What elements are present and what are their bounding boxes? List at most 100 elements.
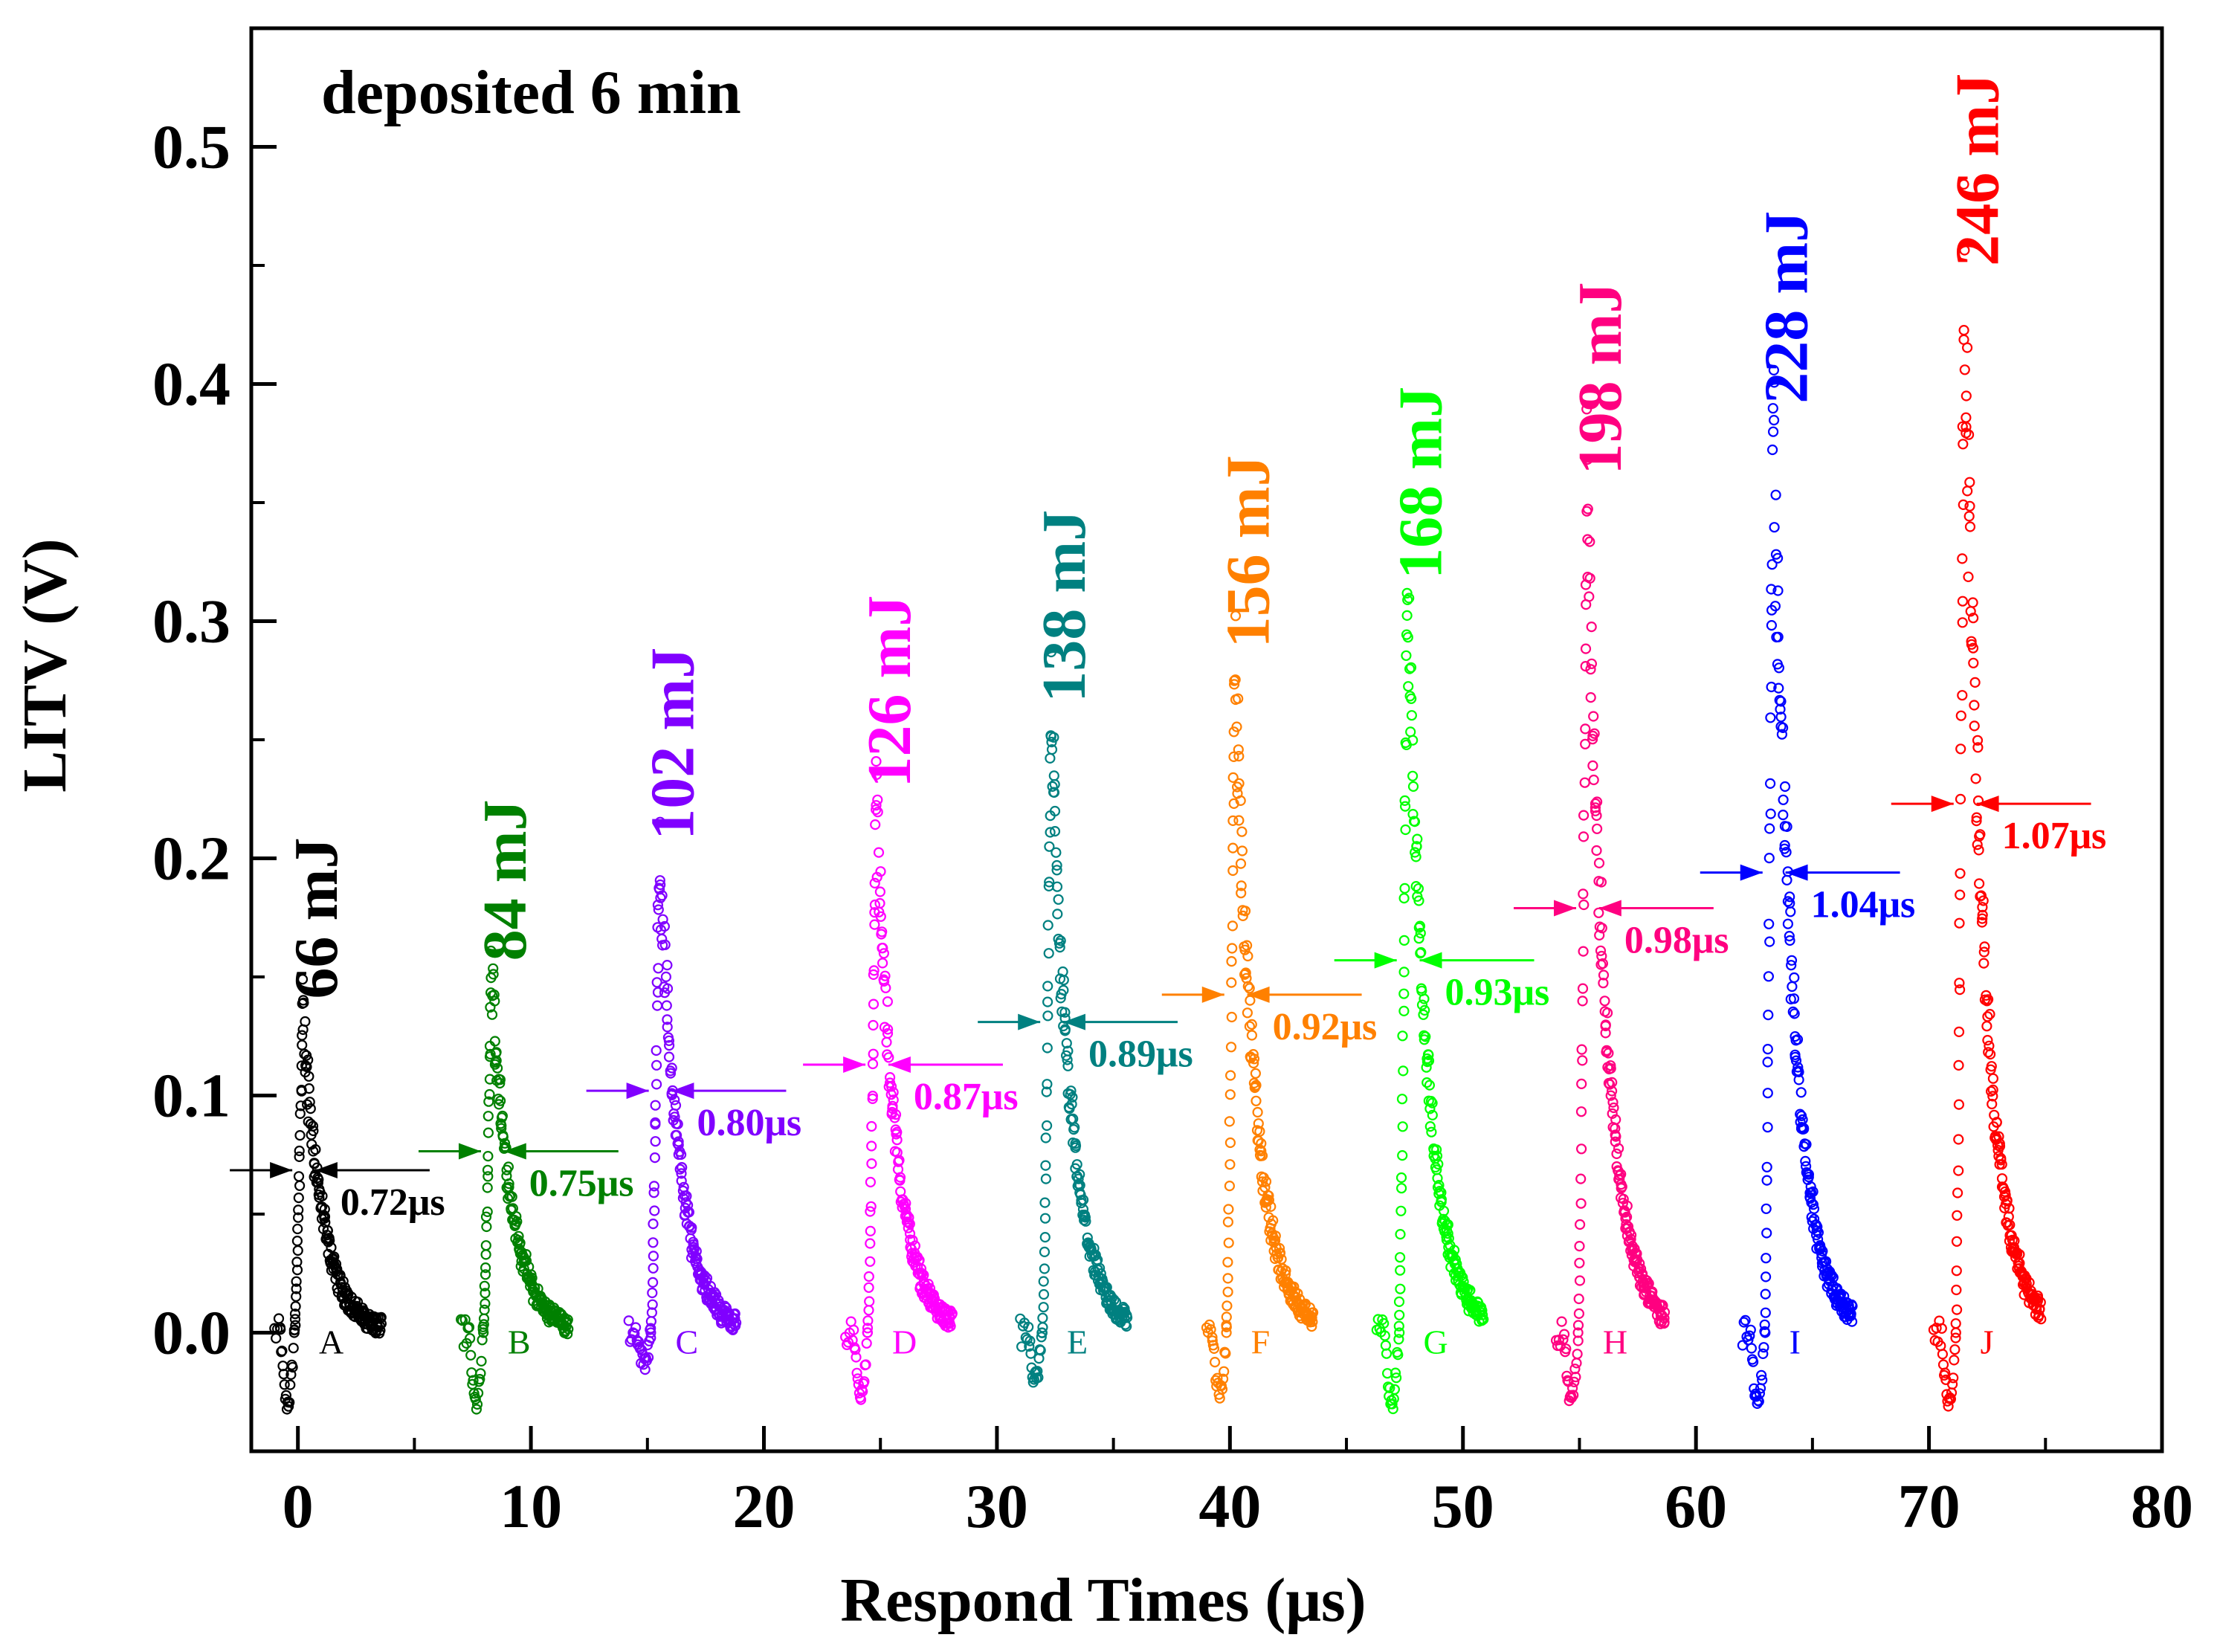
data-point xyxy=(1964,500,1975,512)
data-point xyxy=(1251,1080,1262,1091)
data-point xyxy=(2009,1235,2020,1247)
data-point xyxy=(322,1225,333,1236)
data-point xyxy=(1807,1186,1819,1198)
data-point xyxy=(1761,1253,1772,1264)
data-point xyxy=(1233,693,1244,704)
data-point xyxy=(865,1176,877,1188)
data-point xyxy=(1584,572,1595,584)
data-point xyxy=(1024,1335,1036,1346)
data-point xyxy=(1038,1302,1049,1313)
data-point xyxy=(880,970,891,981)
data-point xyxy=(1782,918,1793,929)
data-point xyxy=(871,755,882,767)
data-point xyxy=(1958,325,1969,336)
data-point xyxy=(1977,913,1988,924)
y-tick-label: 0.4 xyxy=(152,350,230,419)
data-point xyxy=(1051,881,1063,892)
data-point xyxy=(1775,712,1787,723)
data-point xyxy=(915,1263,927,1274)
data-point xyxy=(1634,1258,1645,1269)
data-point xyxy=(307,1120,319,1132)
data-point xyxy=(1763,971,1774,982)
data-point xyxy=(1958,499,1969,511)
data-point xyxy=(480,1240,491,1251)
series-c xyxy=(623,816,742,1375)
data-point xyxy=(1953,1059,1964,1071)
data-point xyxy=(1574,1240,1585,1252)
data-point xyxy=(290,1300,301,1312)
data-point xyxy=(326,1242,337,1253)
data-point xyxy=(1235,858,1247,869)
data-point xyxy=(1395,1228,1406,1240)
data-point xyxy=(1067,1091,1078,1103)
data-point xyxy=(1394,1252,1406,1263)
data-point xyxy=(496,1120,507,1132)
data-point xyxy=(1616,1181,1627,1193)
data-point xyxy=(1045,646,1057,658)
data-point xyxy=(294,1129,306,1141)
data-point xyxy=(1963,511,1975,522)
data-point xyxy=(471,1404,483,1415)
data-point xyxy=(1580,723,1591,735)
data-point xyxy=(1049,805,1061,817)
data-point xyxy=(1984,1040,1995,1051)
data-point xyxy=(1269,1235,1281,1246)
data-point xyxy=(1765,778,1776,790)
data-point xyxy=(1571,1358,1582,1369)
data-point xyxy=(1616,1169,1627,1180)
fwhm-arrowhead-right xyxy=(1062,1013,1085,1030)
data-point xyxy=(1577,1055,1588,1066)
data-point xyxy=(669,1094,680,1106)
data-point xyxy=(1955,710,1966,721)
data-point xyxy=(1588,774,1599,786)
data-point xyxy=(1406,710,1418,721)
data-point xyxy=(859,1376,870,1387)
data-point xyxy=(1402,594,1413,606)
data-point xyxy=(1951,1265,1962,1277)
data-point xyxy=(1412,833,1423,845)
data-point xyxy=(512,1216,523,1227)
data-point xyxy=(480,1288,491,1299)
data-point xyxy=(1230,674,1241,685)
data-point xyxy=(1397,1149,1408,1161)
data-point xyxy=(1390,1372,1402,1384)
data-point xyxy=(647,1287,658,1299)
data-point xyxy=(1782,896,1793,907)
data-point xyxy=(1621,1200,1633,1212)
data-point xyxy=(300,1060,312,1071)
x-tick-label: 60 xyxy=(1665,1472,1727,1541)
x-axis-title: Respond Times (μs) xyxy=(840,1566,1366,1635)
peak-letter-g: G xyxy=(1424,1323,1448,1361)
data-point xyxy=(293,1171,305,1182)
data-point xyxy=(1577,983,1589,994)
energy-label-i: 228 mJ xyxy=(1752,211,1821,404)
data-point xyxy=(1626,1230,1637,1241)
x-tick-label: 30 xyxy=(966,1472,1028,1541)
data-point xyxy=(1762,1043,1773,1055)
data-point xyxy=(881,1036,892,1048)
data-point xyxy=(1042,996,1053,1007)
data-point xyxy=(1582,534,1593,545)
data-point xyxy=(478,1319,489,1330)
data-point xyxy=(1427,1109,1438,1121)
data-point xyxy=(688,1236,699,1248)
data-point xyxy=(1761,1227,1772,1239)
data-point xyxy=(1603,1048,1614,1059)
data-point xyxy=(520,1248,532,1260)
data-point xyxy=(375,1325,386,1336)
data-point xyxy=(1807,1199,1819,1210)
fwhm-label-a: 0.72μs xyxy=(341,1181,445,1224)
data-point xyxy=(1307,1307,1319,1318)
data-point xyxy=(483,1127,494,1138)
data-point xyxy=(503,1161,514,1172)
fwhm-arrowhead-left xyxy=(1018,1013,1041,1030)
data-point xyxy=(1042,981,1053,992)
data-point xyxy=(1775,703,1786,715)
data-point xyxy=(488,989,500,1001)
data-point xyxy=(1950,1332,1961,1343)
data-point xyxy=(1966,636,1977,647)
data-point xyxy=(850,1344,861,1355)
data-point xyxy=(1208,1343,1220,1355)
data-point xyxy=(857,1386,868,1397)
data-point xyxy=(483,1111,494,1122)
